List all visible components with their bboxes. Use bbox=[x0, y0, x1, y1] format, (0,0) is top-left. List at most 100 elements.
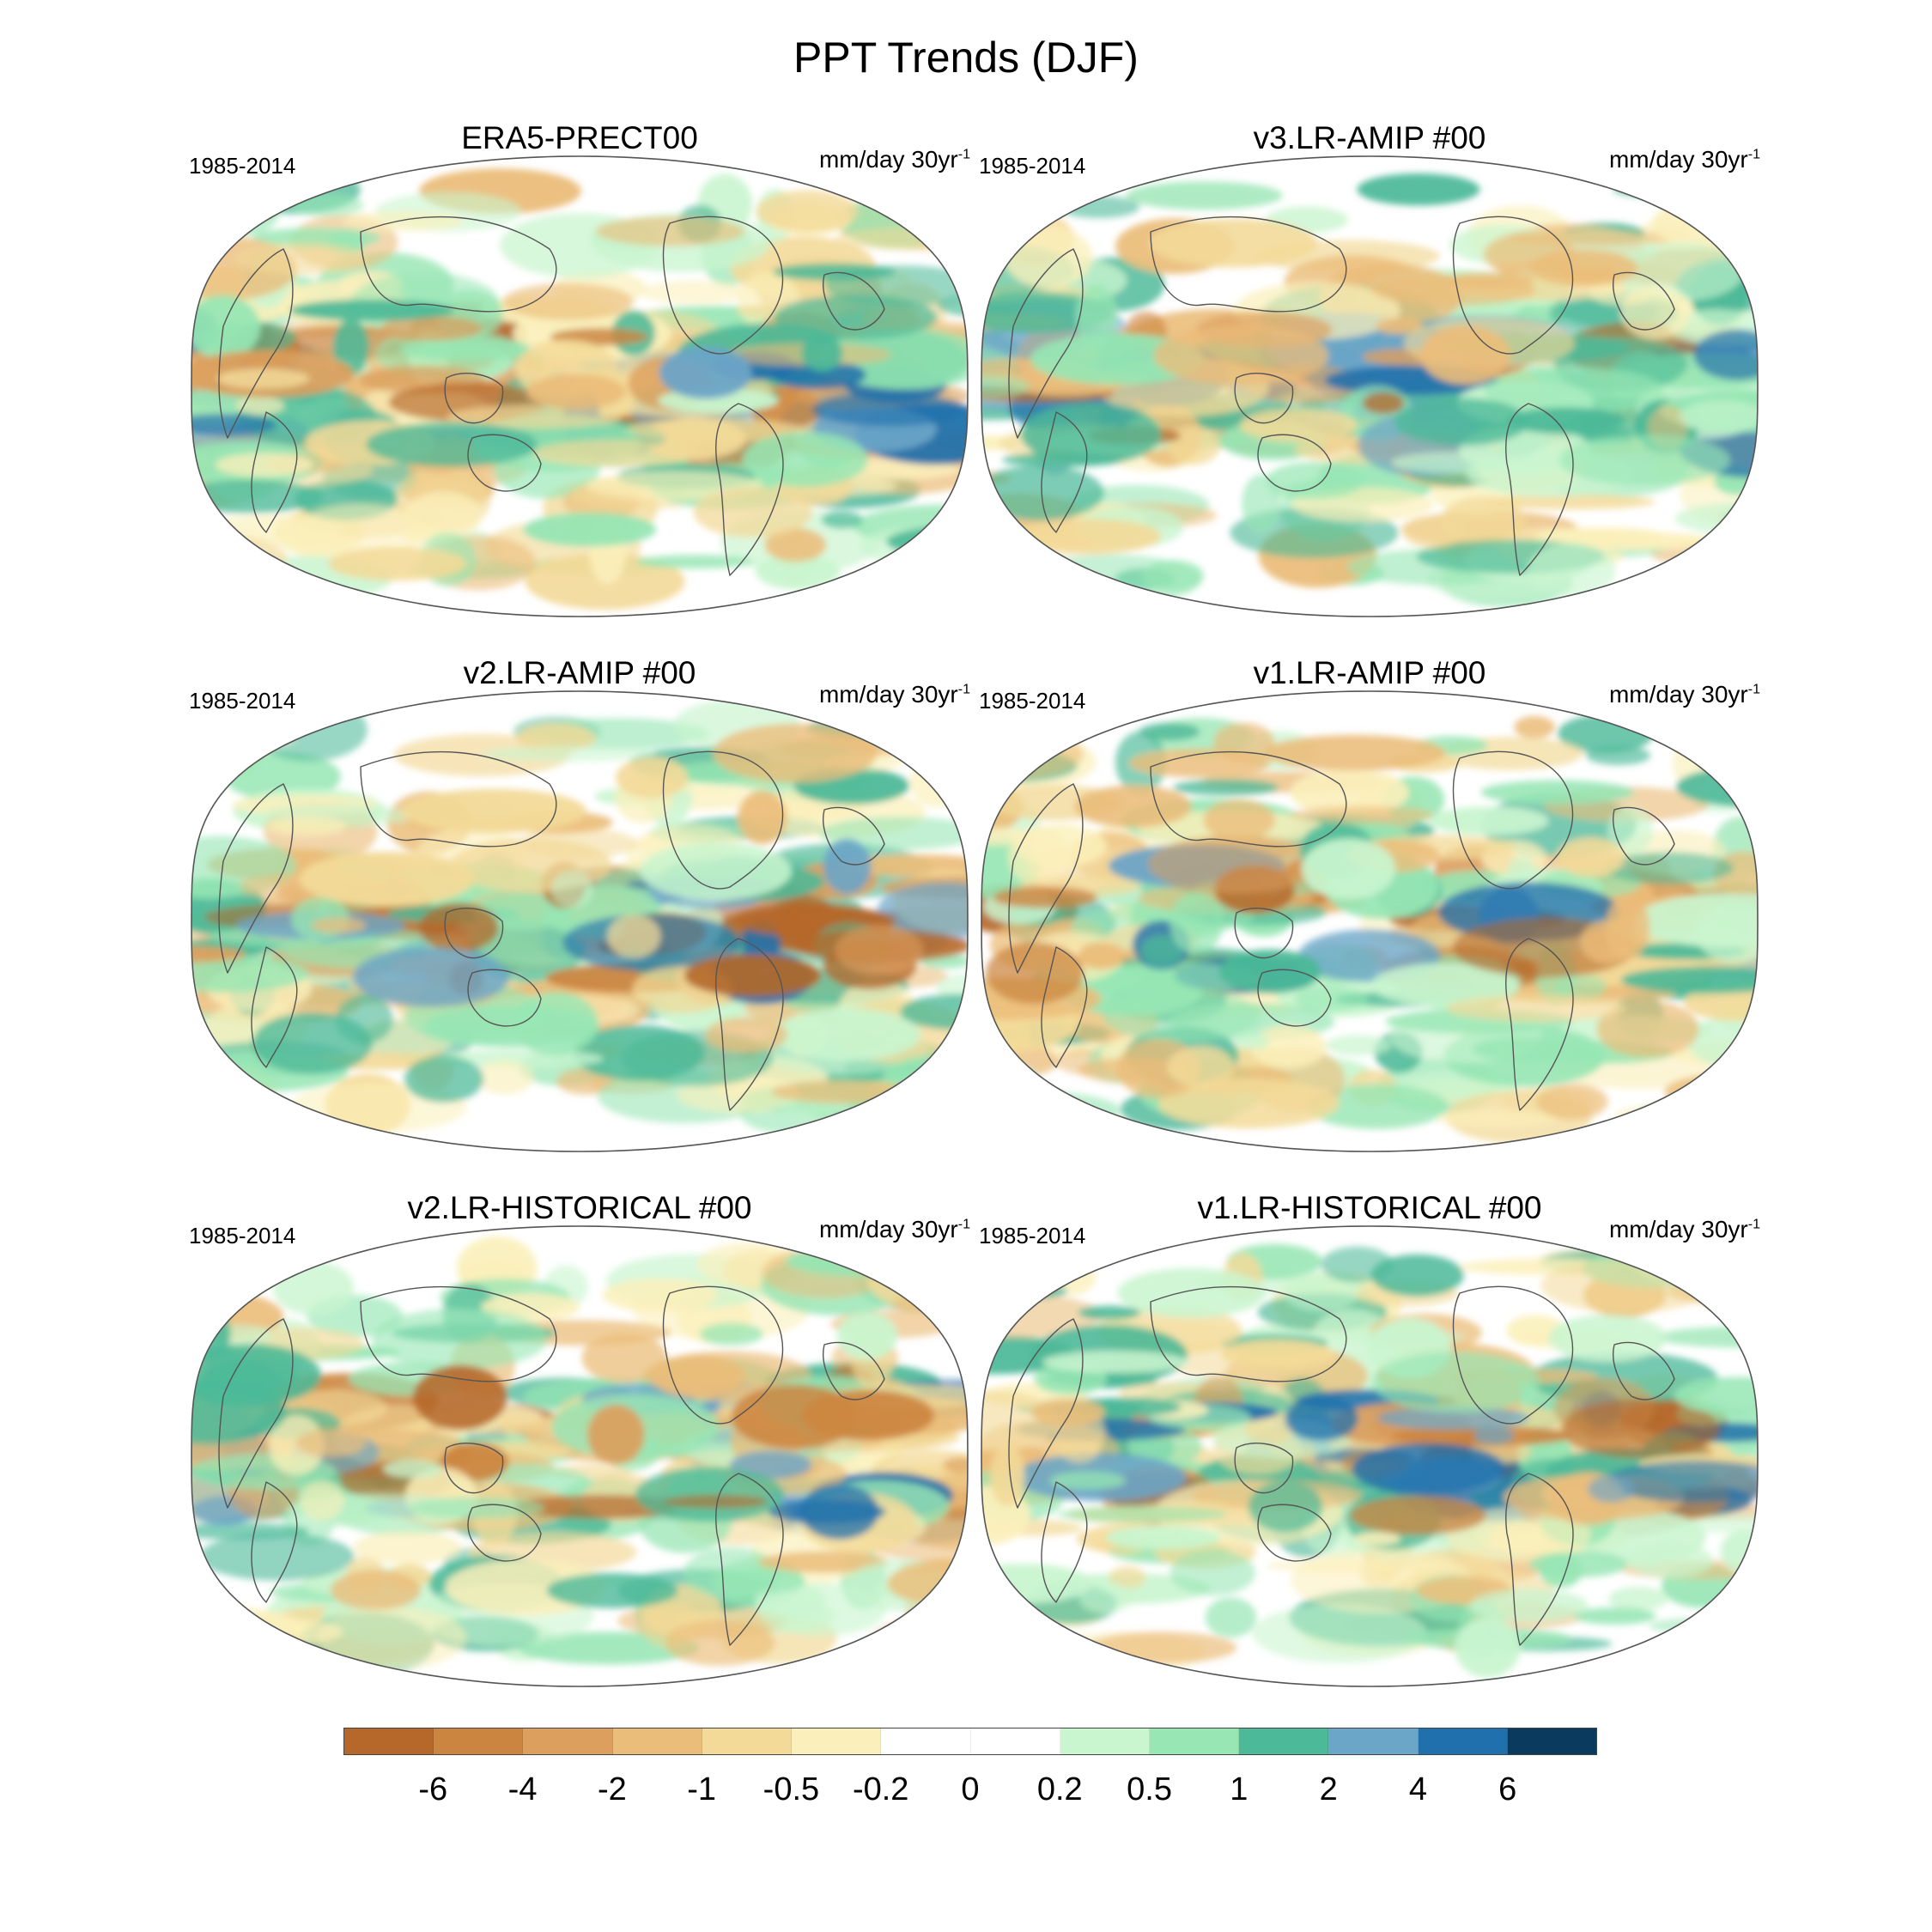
panel-units: mm/day 30yr-1 bbox=[1608, 1216, 1760, 1242]
colorbar-cell bbox=[1418, 1728, 1508, 1754]
map-panel-v1-historical: v1.LR-HISTORICAL #00 1985-2014 mm/day 30… bbox=[979, 1190, 1760, 1688]
panel-title: ERA5-PRECT00 bbox=[461, 120, 698, 155]
coastline bbox=[251, 411, 298, 533]
coastline bbox=[218, 248, 294, 439]
colorbar-tick-label: 0.2 bbox=[1036, 1771, 1083, 1807]
coastline bbox=[1150, 1285, 1347, 1382]
coastline bbox=[467, 969, 542, 1027]
colorbar-tick-label: -2 bbox=[597, 1771, 627, 1807]
coastline bbox=[360, 750, 557, 848]
coastline bbox=[1041, 946, 1088, 1068]
panel-title: v1.LR-AMIP #00 bbox=[1253, 655, 1486, 690]
coastline bbox=[251, 1481, 298, 1603]
panel-units: mm/day 30yr-1 bbox=[1608, 146, 1760, 173]
coastline bbox=[1150, 216, 1347, 313]
coastline bbox=[715, 938, 784, 1111]
panel-units: mm/day 30yr-1 bbox=[818, 1216, 970, 1242]
page-title: PPT Trends (DJF) bbox=[793, 33, 1139, 82]
coastline bbox=[467, 1504, 542, 1562]
panel-period: 1985-2014 bbox=[979, 688, 1086, 714]
colorbar-cell bbox=[1149, 1728, 1240, 1754]
coastline bbox=[1234, 373, 1294, 424]
panel-units: mm/day 30yr-1 bbox=[818, 681, 970, 708]
colorbar-cell bbox=[1239, 1728, 1329, 1754]
colorbar-tick-label: -1 bbox=[687, 1771, 717, 1807]
coastline bbox=[444, 1443, 504, 1494]
coastline bbox=[360, 216, 557, 313]
colorbar-cell bbox=[1060, 1728, 1150, 1754]
coastline bbox=[662, 1285, 784, 1425]
colorbar-cell bbox=[612, 1728, 702, 1754]
colorbar-cell bbox=[970, 1728, 1060, 1754]
panel-title: v2.LR-HISTORICAL #00 bbox=[407, 1190, 752, 1225]
colorbar-tick-label: 6 bbox=[1498, 1771, 1517, 1807]
robinson-map bbox=[191, 155, 969, 617]
robinson-map bbox=[191, 690, 969, 1152]
colorbar-cell bbox=[1507, 1728, 1597, 1754]
coastline bbox=[1234, 1443, 1294, 1494]
panel-period: 1985-2014 bbox=[189, 153, 296, 179]
robinson-map bbox=[981, 155, 1759, 617]
coastline bbox=[218, 1318, 294, 1509]
map-panel-era5: ERA5-PRECT00 1985-2014 mm/day 30yr-1 bbox=[189, 120, 970, 618]
coastline bbox=[1008, 248, 1084, 439]
coastline bbox=[715, 403, 784, 576]
coastline bbox=[823, 1341, 885, 1400]
coastline bbox=[444, 373, 504, 424]
colorbar-cell bbox=[344, 1728, 434, 1754]
panel-period: 1985-2014 bbox=[979, 1223, 1086, 1249]
panel-units: mm/day 30yr-1 bbox=[818, 146, 970, 173]
colorbar-cell bbox=[434, 1728, 524, 1754]
coastline bbox=[444, 908, 504, 959]
coastline bbox=[715, 1473, 784, 1646]
colorbar-cell bbox=[523, 1728, 613, 1754]
colorbar bbox=[343, 1728, 1597, 1755]
colorbar-tick-label: 0 bbox=[961, 1771, 980, 1807]
coastline bbox=[1505, 938, 1574, 1111]
coastline bbox=[1452, 750, 1574, 890]
coastline bbox=[823, 271, 885, 331]
colorbar-tick-label: 1 bbox=[1230, 1771, 1249, 1807]
coastline bbox=[1041, 1481, 1088, 1603]
panel-period: 1985-2014 bbox=[189, 1223, 296, 1249]
coastline bbox=[1257, 1504, 1332, 1562]
map-panel-v2-historical: v2.LR-HISTORICAL #00 1985-2014 mm/day 30… bbox=[189, 1190, 970, 1688]
coastline bbox=[467, 434, 542, 492]
robinson-map bbox=[191, 1225, 969, 1687]
panel-units: mm/day 30yr-1 bbox=[1608, 681, 1760, 708]
robinson-map bbox=[981, 690, 1759, 1152]
colorbar-tick-label: 4 bbox=[1408, 1771, 1427, 1807]
coastline bbox=[1452, 216, 1574, 355]
panel-title: v3.LR-AMIP #00 bbox=[1253, 120, 1486, 155]
map-panel-v2-amip: v2.LR-AMIP #00 1985-2014 mm/day 30yr-1 bbox=[189, 655, 970, 1153]
coastline bbox=[1041, 411, 1088, 533]
coastline bbox=[1257, 434, 1332, 492]
coastline bbox=[1613, 1341, 1675, 1400]
coastline bbox=[662, 750, 784, 890]
coastline bbox=[1452, 1285, 1574, 1425]
colorbar-tick-label: 0.5 bbox=[1127, 1771, 1172, 1807]
colorbar-tick-label: 2 bbox=[1319, 1771, 1338, 1807]
coastline bbox=[1008, 783, 1084, 974]
coastline bbox=[823, 806, 885, 866]
coastline bbox=[662, 216, 784, 355]
colorbar-tick-label: -0.2 bbox=[852, 1771, 909, 1807]
coastline bbox=[1008, 1318, 1084, 1509]
colorbar-cell bbox=[702, 1728, 793, 1754]
coastline bbox=[1150, 750, 1347, 848]
panel-title: v2.LR-AMIP #00 bbox=[463, 655, 696, 690]
panel-title: v1.LR-HISTORICAL #00 bbox=[1197, 1190, 1542, 1225]
colorbar-cell bbox=[1328, 1728, 1419, 1754]
coastline bbox=[218, 783, 294, 974]
colorbar-tick-label: -4 bbox=[507, 1771, 538, 1807]
coastline bbox=[1505, 1473, 1574, 1646]
colorbar-cell bbox=[792, 1728, 882, 1754]
coastline bbox=[251, 946, 298, 1068]
robinson-map bbox=[981, 1225, 1759, 1687]
panel-period: 1985-2014 bbox=[189, 688, 296, 714]
coastline bbox=[1234, 908, 1294, 959]
colorbar-tick-label: -6 bbox=[418, 1771, 448, 1807]
colorbar-cell bbox=[881, 1728, 971, 1754]
coastline bbox=[1613, 271, 1675, 331]
coastline bbox=[1613, 806, 1675, 866]
